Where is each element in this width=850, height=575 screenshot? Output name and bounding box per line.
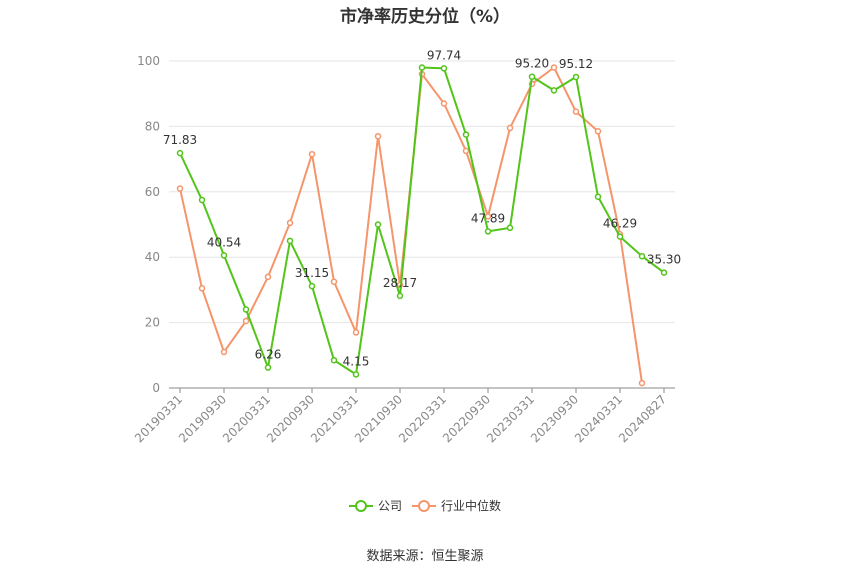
series-line-company bbox=[179, 66, 665, 377]
data-point bbox=[242, 306, 250, 313]
data-point bbox=[374, 221, 382, 228]
data-point bbox=[594, 128, 602, 135]
data-point bbox=[198, 196, 206, 204]
data-point bbox=[176, 185, 184, 192]
data-label: 4.15 bbox=[343, 354, 370, 368]
data-label: 46.29 bbox=[603, 217, 637, 231]
data-point bbox=[242, 317, 250, 325]
data-point bbox=[220, 252, 228, 259]
data-point bbox=[528, 73, 536, 80]
data-point bbox=[264, 364, 272, 371]
chart-title: 市净率历史分位（%） bbox=[339, 7, 511, 27]
legend-company-marker bbox=[355, 500, 367, 512]
source-note: 数据来源：恒生聚源 bbox=[366, 549, 484, 564]
data-point bbox=[330, 278, 338, 285]
data-point bbox=[638, 252, 646, 260]
data-label: 28.17 bbox=[383, 276, 417, 290]
data-point bbox=[418, 64, 426, 71]
data-point bbox=[198, 285, 206, 292]
data-point bbox=[352, 371, 360, 378]
data-point bbox=[176, 149, 184, 157]
data-point bbox=[396, 292, 404, 300]
y-tick-label: 80 bbox=[145, 119, 160, 133]
data-label: 35.30 bbox=[647, 253, 681, 267]
data-point bbox=[660, 269, 668, 276]
data-point bbox=[572, 108, 580, 115]
data-point bbox=[308, 282, 316, 290]
data-label: 31.15 bbox=[295, 266, 329, 280]
data-label: 95.12 bbox=[559, 57, 593, 71]
legend-industry-median-marker bbox=[418, 500, 430, 512]
data-point bbox=[264, 273, 272, 281]
data-point bbox=[572, 73, 580, 81]
data-point bbox=[352, 329, 360, 336]
data-point bbox=[286, 237, 294, 245]
data-point bbox=[484, 228, 492, 235]
data-point bbox=[330, 356, 338, 364]
data-point bbox=[440, 100, 448, 107]
legend-industry-median-label: 行业中位数 bbox=[441, 498, 501, 513]
data-point bbox=[220, 348, 228, 356]
legend-company-label: 公司 bbox=[378, 499, 402, 513]
data-label: 40.54 bbox=[207, 235, 241, 249]
data-point bbox=[506, 224, 514, 232]
data-label: 47.89 bbox=[471, 211, 505, 225]
data-label: 71.83 bbox=[163, 133, 197, 147]
series-line-industry-median bbox=[179, 65, 643, 384]
data-point bbox=[638, 379, 646, 387]
data-point bbox=[550, 64, 558, 71]
data-label: 97.74 bbox=[427, 48, 461, 62]
data-point bbox=[616, 233, 624, 240]
data-point bbox=[506, 124, 514, 132]
y-tick-label: 100 bbox=[137, 54, 160, 68]
data-point bbox=[286, 219, 294, 227]
y-tick-label: 0 bbox=[152, 381, 160, 395]
data-point bbox=[462, 147, 470, 155]
y-tick-label: 60 bbox=[145, 185, 160, 199]
data-label: 95.20 bbox=[515, 57, 549, 71]
data-point bbox=[550, 87, 558, 94]
y-tick-label: 20 bbox=[145, 316, 160, 330]
data-point bbox=[594, 193, 602, 200]
x-tick-label: 20240827 bbox=[616, 392, 669, 445]
y-tick-label: 40 bbox=[145, 250, 160, 264]
data-point bbox=[440, 65, 448, 72]
data-point bbox=[374, 132, 382, 140]
data-point bbox=[308, 150, 316, 158]
data-point bbox=[462, 131, 470, 138]
data-label: 6.26 bbox=[255, 348, 282, 362]
